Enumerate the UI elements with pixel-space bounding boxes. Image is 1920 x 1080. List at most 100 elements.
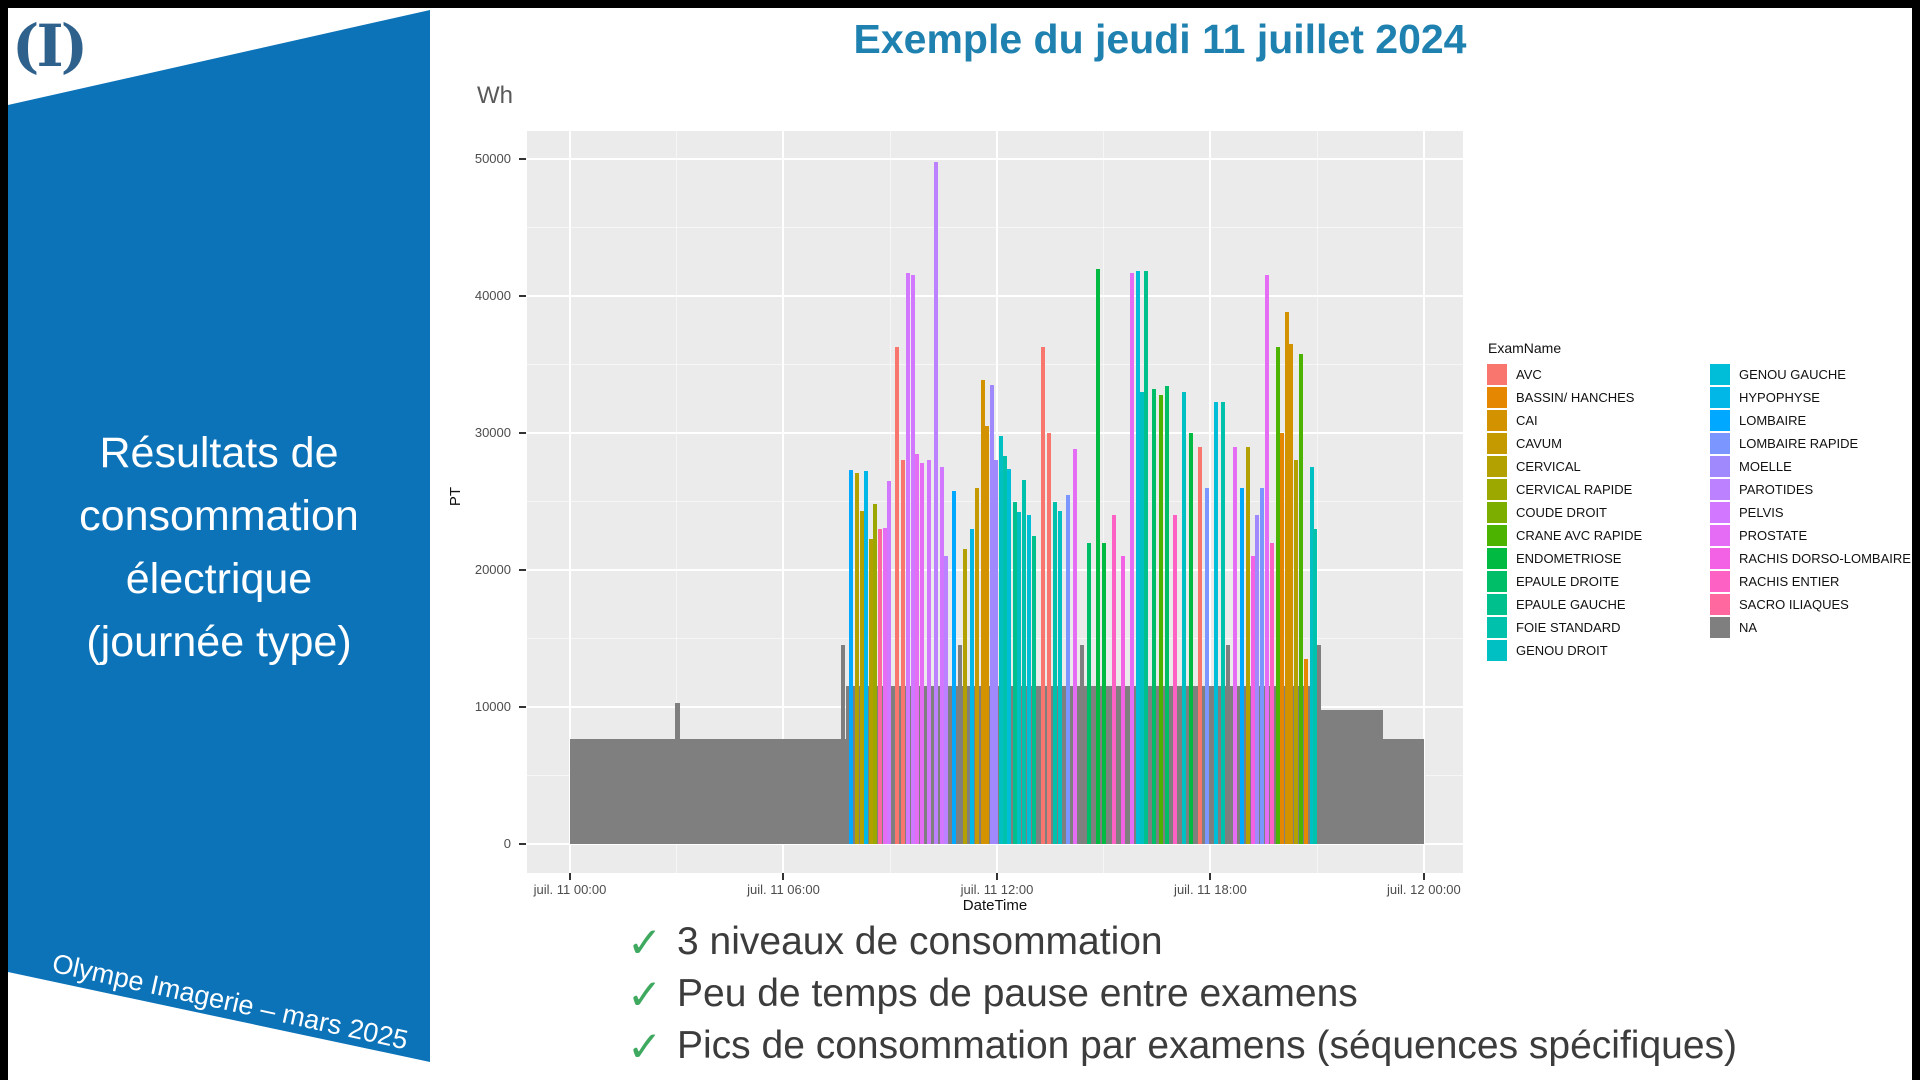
exam-bar (1007, 468, 1012, 844)
exam-bar (1152, 389, 1157, 844)
bullet-text: Peu de temps de pause entre examens (677, 972, 1358, 1015)
exam-bar (1181, 391, 1186, 844)
exam-bar (1220, 401, 1225, 844)
legend-entry-label: PELVIS (1739, 505, 1784, 520)
gridline-major-h (527, 843, 1463, 845)
exam-bar (1087, 542, 1092, 844)
legend-swatch (1710, 479, 1730, 500)
slide-title-line: (journée type) (86, 618, 352, 666)
y-tick-mark (519, 569, 526, 571)
exam-bar (1269, 542, 1274, 844)
exam-bar (1213, 401, 1218, 844)
y-tick-label: 0 (503, 836, 511, 851)
legend-entry-label: CRANE AVC RAPIDE (1516, 528, 1643, 543)
exam-bar (1135, 271, 1140, 844)
y-tick-mark (519, 158, 526, 160)
y-axis: 0 10000 20000 30000 40000 50000 (418, 131, 527, 873)
legend-swatch (1710, 433, 1730, 454)
exam-bar (1240, 487, 1245, 844)
exam-bar (1293, 460, 1298, 844)
gridline-minor-v (1316, 131, 1318, 873)
y-tick-mark (519, 295, 526, 297)
gridline-major-h (527, 432, 1463, 434)
exam-bar (849, 470, 854, 844)
legend-swatch (1487, 640, 1507, 661)
legend-entry-label: RACHIS ENTIER (1739, 574, 1840, 589)
slide-title-line: électrique (125, 555, 313, 603)
exam-bar (1313, 528, 1318, 844)
chart-panel (527, 131, 1463, 873)
legend-entry-label: GENOU GAUCHE (1739, 367, 1846, 382)
exam-bar (872, 504, 877, 844)
gridline-minor-v (1103, 131, 1105, 873)
exam-bar (1144, 271, 1149, 844)
legend-entry: LOMBAIRE (1710, 410, 1911, 431)
legend-swatch (1487, 594, 1507, 615)
screen-edge-left (0, 0, 8, 1080)
exam-bar (895, 346, 900, 844)
exam-bar (1112, 515, 1117, 844)
exam-bar (1197, 446, 1202, 844)
exam-bar (1165, 386, 1170, 844)
x-tick-mark (782, 873, 785, 880)
exam-bar (1172, 515, 1177, 844)
legend-entry-label: MOELLE (1739, 459, 1792, 474)
exam-bar (1303, 659, 1308, 844)
legend-entry: GENOU DROIT (1487, 640, 1642, 661)
exam-bar (1251, 556, 1256, 844)
exam-bar (887, 480, 892, 844)
exam-bar (1255, 515, 1260, 844)
check-icon: ✓ (627, 918, 663, 966)
exam-bar (1058, 511, 1063, 844)
na-baseline-bar (674, 702, 681, 844)
exam-bar (1158, 394, 1163, 844)
exam-bar (1101, 542, 1106, 844)
sidebar-panel (8, 10, 430, 1062)
legend-swatch (1710, 594, 1730, 615)
legend-swatch (1487, 410, 1507, 431)
legend-entry: MOELLE (1710, 456, 1911, 477)
legend-swatch (1487, 502, 1507, 523)
legend-entry: ENDOMETRIOSE (1487, 548, 1642, 569)
legend-swatch (1487, 433, 1507, 454)
legend-entry-label: CERVICAL RAPIDE (1516, 482, 1633, 497)
y-axis-title: PT (447, 486, 465, 507)
screen-edge-top (0, 0, 1920, 8)
x-tick-label: juil. 11 18:00 (1174, 882, 1247, 897)
legend-entry: EPAULE DROITE (1487, 571, 1642, 592)
gridline-major-v (782, 131, 785, 873)
legend-entry-label: ENDOMETRIOSE (1516, 551, 1622, 566)
x-tick-mark (1209, 873, 1212, 880)
exam-bar (864, 471, 869, 844)
legend-swatch (1710, 387, 1730, 408)
exam-bar (1284, 312, 1289, 844)
y-unit-label: Wh (477, 82, 513, 109)
gridline-major-v (1209, 131, 1212, 873)
exam-bar (1046, 433, 1051, 844)
gridline-minor-v (676, 131, 678, 873)
exam-bar (944, 556, 949, 844)
x-axis-title: DateTime (962, 897, 1028, 914)
exam-bar (1188, 433, 1193, 844)
legend-column-1: AVC BASSIN/ HANCHES CAI CAVUM CERVICAL CERVIC… (1487, 364, 1642, 663)
check-icon: ✓ (627, 970, 663, 1018)
bullet-text: 3 niveaux de consommation (677, 920, 1163, 963)
exam-bar (914, 453, 919, 844)
legend-swatch (1710, 364, 1730, 385)
y-tick-mark (519, 706, 526, 708)
exam-bar (998, 435, 1003, 844)
bullet-item: ✓ 3 niveaux de consommation (627, 916, 1737, 968)
legend-swatch (1710, 571, 1730, 592)
na-baseline-bar (1317, 709, 1383, 844)
exam-bar (1289, 343, 1294, 844)
legend-swatch (1710, 617, 1730, 638)
exam-bar (962, 549, 967, 844)
exam-bar (952, 490, 957, 844)
legend-entry-label: RACHIS DORSO-LOMBAIRE (1739, 551, 1911, 566)
legend-entry: CERVICAL (1487, 456, 1642, 477)
exam-bar (1026, 515, 1031, 844)
exam-bar (1021, 479, 1026, 844)
na-baseline-bar (1383, 738, 1424, 844)
x-tick-mark (1422, 873, 1425, 880)
exam-bar (1041, 346, 1046, 844)
